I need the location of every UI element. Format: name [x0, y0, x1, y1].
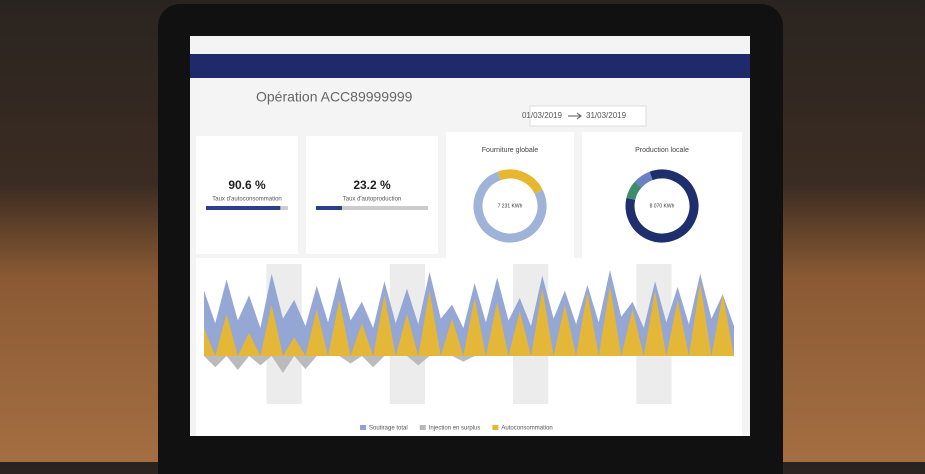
legend-label: Autoconsommation: [501, 426, 552, 432]
legend-swatch: [419, 425, 426, 430]
donut-segment: [473, 169, 547, 243]
header-bar: [190, 54, 750, 78]
legend-swatch: [360, 425, 366, 430]
screen: Opération ACC89999999 01/03/2019 31/03/2…: [190, 36, 750, 436]
kpi-card: [306, 136, 438, 254]
progress-bar: [316, 206, 342, 210]
kpi-label: Taux d'autoproduction: [343, 197, 402, 203]
donut-segment: [625, 169, 699, 243]
date-range[interactable]: [529, 105, 647, 127]
donut-title: Production locale: [635, 147, 689, 154]
donut-title: Fourniture globale: [482, 147, 539, 154]
kpi-value: 23.2 %: [353, 178, 391, 192]
legend-swatch: [492, 425, 499, 430]
kpi-label: Taux d'autoconsommation: [212, 197, 282, 203]
donut-total: 8 070 KWh: [650, 203, 675, 209]
arrow-head: [576, 112, 582, 120]
date-from: 01/03/2019: [522, 111, 563, 120]
kpi-card: [196, 136, 298, 254]
page-title: Opération ACC89999999: [256, 89, 413, 105]
progress-bar: [206, 206, 281, 210]
date-to: 31/03/2019: [586, 111, 627, 120]
progress-track: [316, 206, 428, 210]
legend-label: Soutirage total: [369, 426, 408, 432]
series-area: [204, 283, 734, 356]
legend-label: Injection en surplus: [429, 426, 481, 432]
series-area: [204, 356, 734, 373]
donut-total: 7 231 KWh: [498, 203, 523, 209]
kpi-value: 90.6 %: [228, 178, 266, 192]
